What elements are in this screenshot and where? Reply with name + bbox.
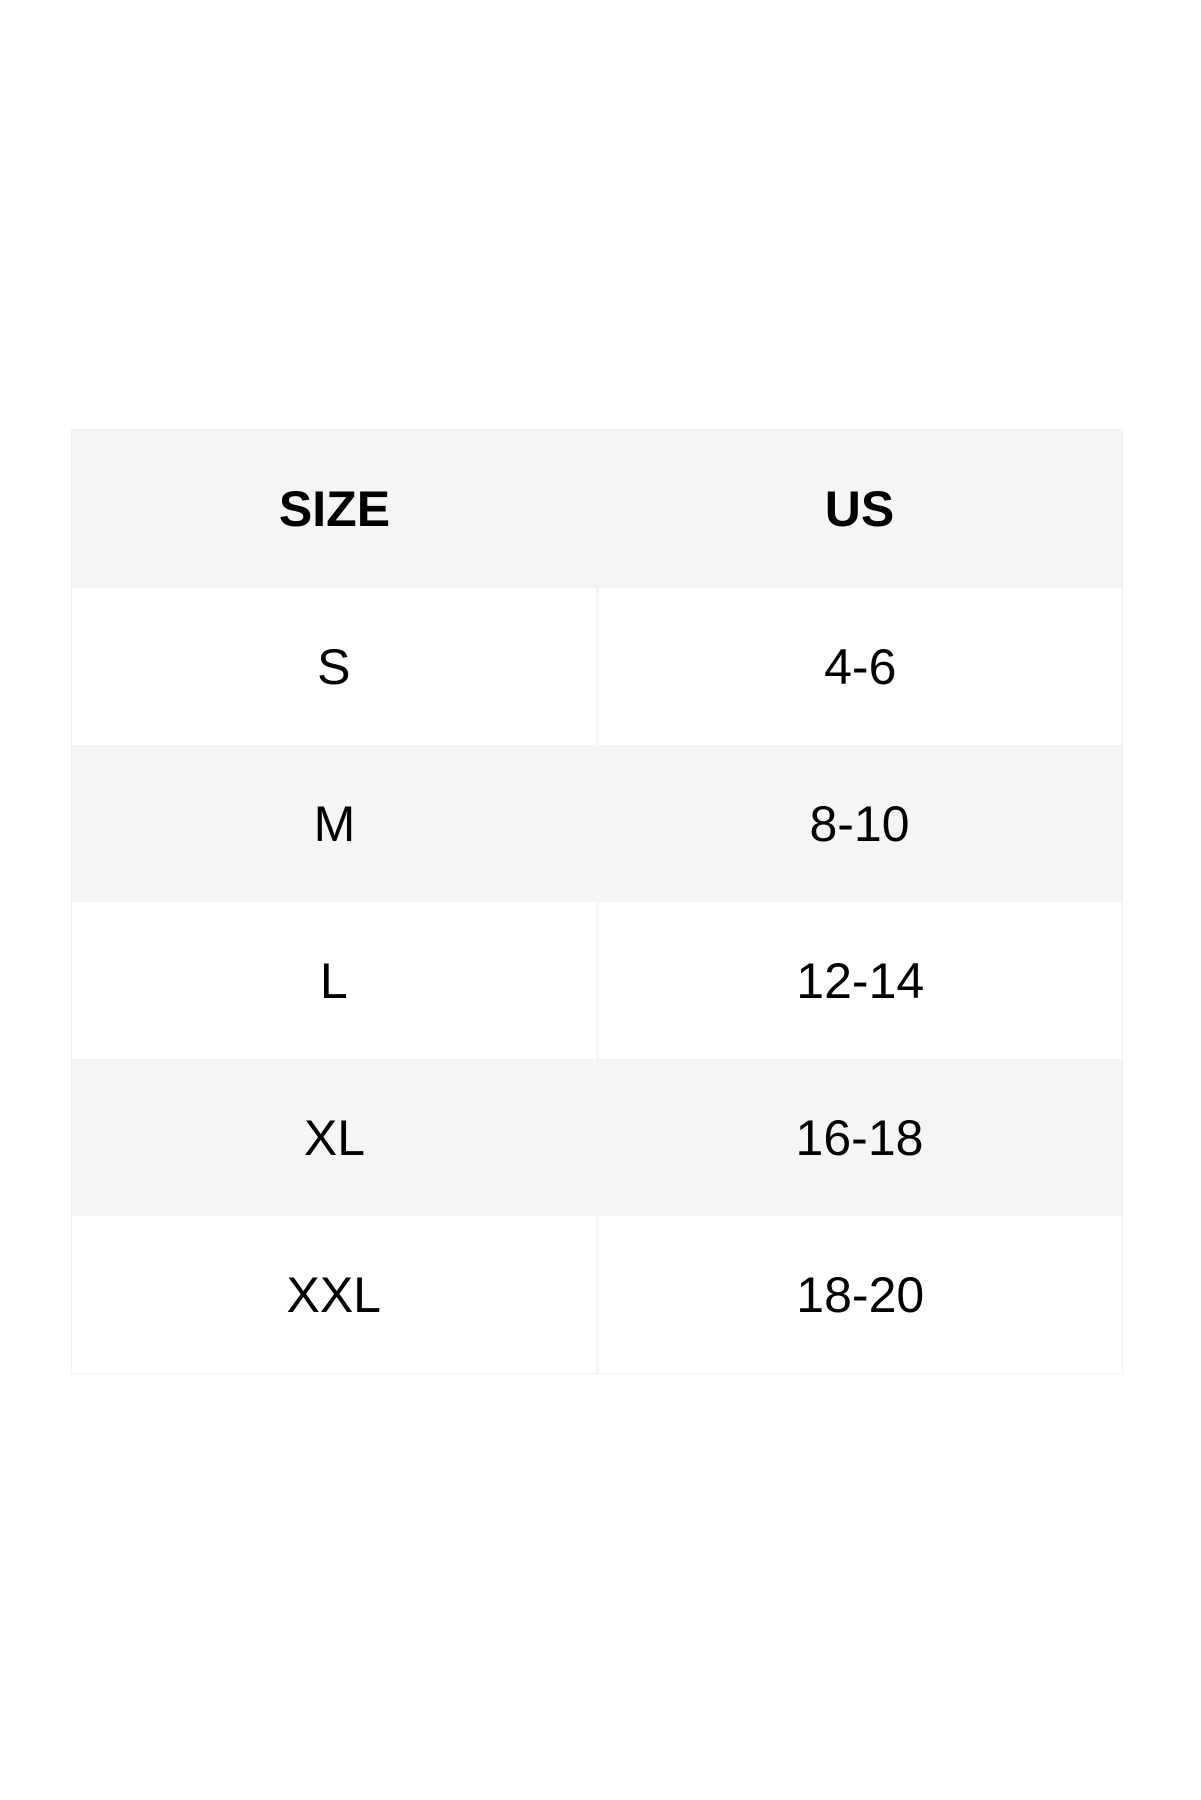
- size-cell: XL: [303, 1109, 366, 1166]
- header-size: SIZE: [278, 481, 391, 537]
- table-row: XXL 18-20: [72, 1216, 1122, 1373]
- size-cell: S: [72, 588, 599, 745]
- us-cell: 16-18: [795, 1109, 924, 1166]
- size-cell: L: [72, 902, 599, 1059]
- table-header-row: SIZE US: [72, 430, 1122, 588]
- table-row: L 12-14: [72, 902, 1122, 1059]
- size-cell: XXL: [72, 1216, 599, 1373]
- table-row: M 8-10: [72, 745, 1122, 902]
- table-row: S 4-6: [72, 588, 1122, 745]
- us-cell: 18-20: [796, 1266, 925, 1323]
- size-chart-table: SIZE US S 4-6 M 8-10 L 12-14 XL 16-18 XX…: [71, 429, 1123, 1374]
- us-cell: 12-14: [796, 952, 925, 1009]
- us-cell: 8-10: [809, 795, 910, 852]
- size-cell: M: [313, 795, 356, 852]
- header-us: US: [824, 481, 895, 537]
- table-row: XL 16-18: [72, 1059, 1122, 1216]
- us-cell: 4-6: [824, 638, 897, 695]
